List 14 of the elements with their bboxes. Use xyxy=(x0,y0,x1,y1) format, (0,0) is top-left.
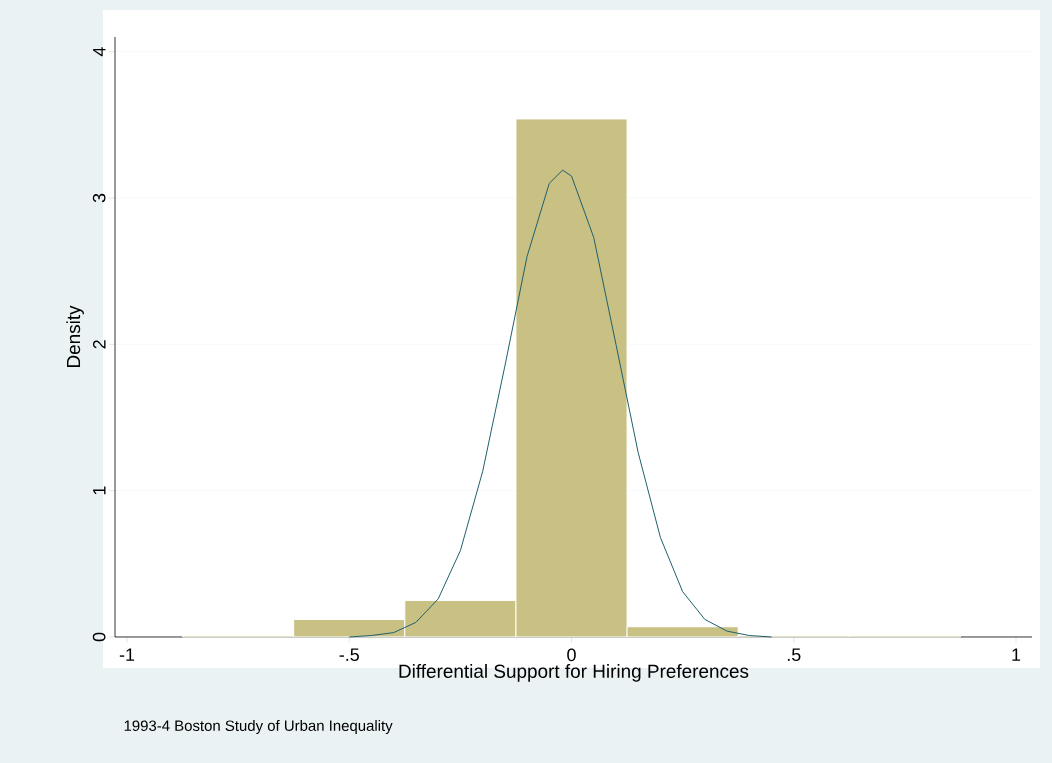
x-tick-label: -1 xyxy=(119,648,135,661)
x-tick-label: 0 xyxy=(567,648,576,662)
y-tick-label: 0 xyxy=(92,632,106,642)
y-tick-label: 4 xyxy=(93,47,106,57)
x-tick-label: -.5 xyxy=(339,648,359,662)
y-tick-label: 2 xyxy=(92,340,106,349)
y-tick-label: 1 xyxy=(93,486,106,495)
x-axis-title: Differential Support for Hiring Preferences xyxy=(399,664,749,682)
line-series xyxy=(348,169,773,638)
text: 1993-4 Boston Study of Urban Inequality xyxy=(124,720,393,734)
y-tick-label: 3 xyxy=(92,193,106,203)
x-tick-label: 1 xyxy=(1012,648,1021,661)
y-axis-title: Density xyxy=(66,305,84,367)
x-tick-label: .5 xyxy=(787,648,801,662)
